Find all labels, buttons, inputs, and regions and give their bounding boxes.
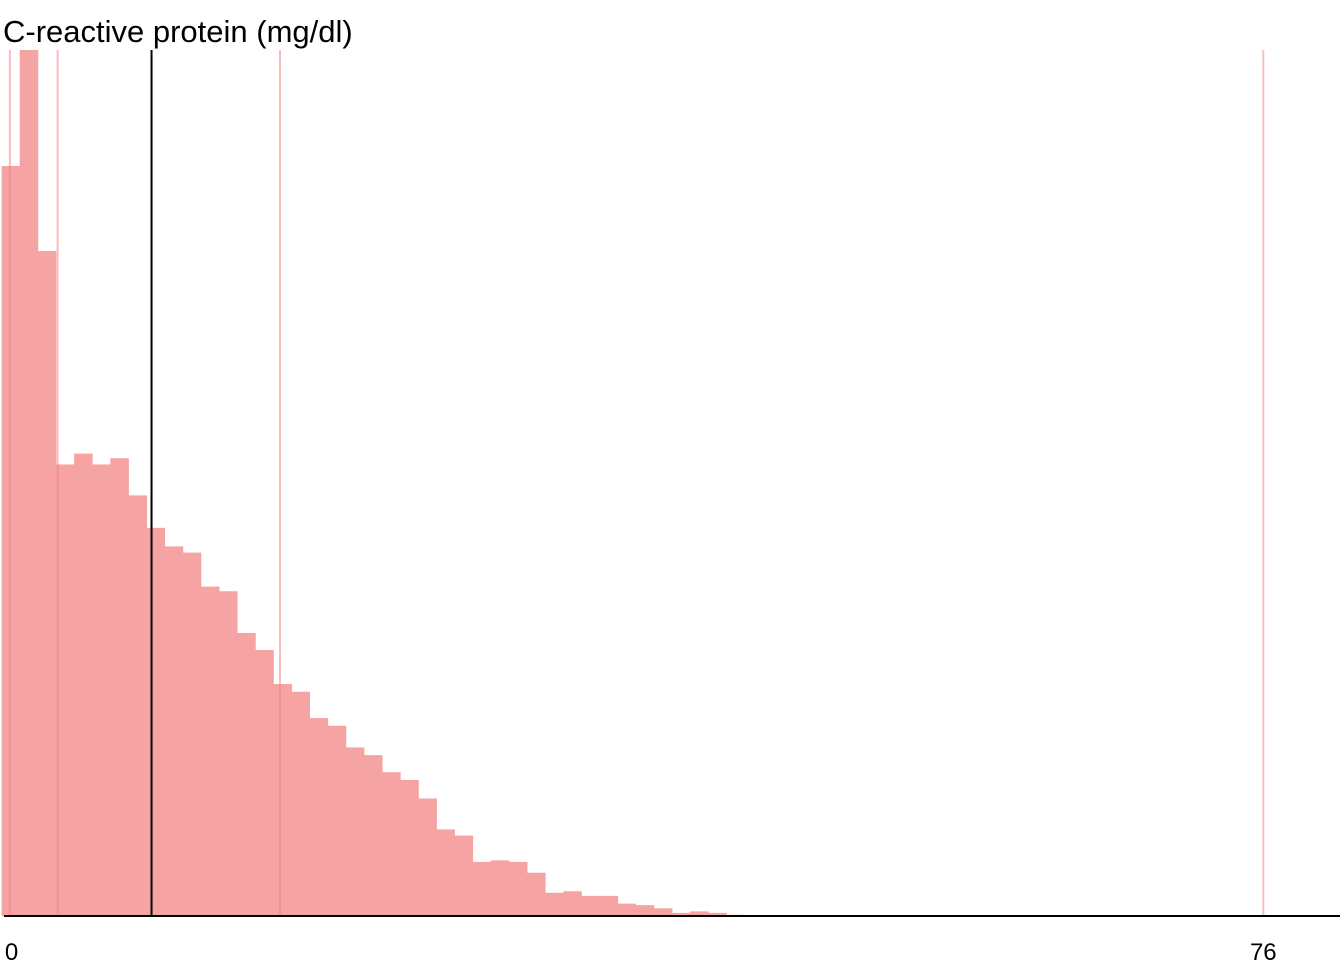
histogram-bar [56, 464, 75, 916]
histogram-bar [237, 633, 256, 916]
histogram-bar [110, 458, 129, 916]
histogram-bar [454, 835, 474, 916]
histogram-bar [708, 912, 727, 916]
histogram-bar [273, 684, 292, 916]
histogram-bar [309, 718, 329, 916]
histogram-bar [164, 546, 184, 916]
histogram-bar [219, 591, 238, 916]
histogram-bar [418, 798, 437, 916]
histogram-bar [436, 829, 455, 916]
histogram-bar [1, 165, 21, 917]
histogram-bar [382, 772, 401, 916]
histogram-bar [345, 747, 365, 916]
x-tick-label: 0 [5, 939, 18, 960]
x-tick-label: 76 [1250, 939, 1277, 960]
histogram-bar [472, 861, 492, 917]
histogram-bar [563, 891, 582, 916]
histogram-bar [545, 892, 564, 916]
histogram-bar [672, 912, 691, 916]
histogram-bar [490, 860, 510, 916]
histogram-bar [74, 453, 93, 916]
histogram-bar [690, 911, 709, 916]
histogram-bar [635, 905, 655, 916]
histogram-bar [182, 552, 202, 916]
histogram-bar [19, 50, 39, 916]
histogram-bar [508, 861, 528, 917]
histogram-bar [327, 725, 347, 916]
histogram-bar [128, 495, 147, 916]
chart-title: C-reactive protein (mg/dl) [3, 14, 353, 49]
histogram-bar [581, 895, 600, 916]
histogram-bar [37, 251, 57, 917]
histogram-bar [291, 691, 311, 916]
histogram-bar [364, 755, 383, 916]
histogram-bar [653, 908, 673, 916]
histogram-bar [92, 464, 111, 916]
histogram-bar [617, 903, 637, 916]
histogram-bar [599, 895, 619, 916]
histogram-bar [200, 586, 220, 916]
histogram-bar [255, 650, 274, 916]
histogram-bar [527, 872, 546, 916]
histogram-bar [400, 779, 419, 916]
histogram-bar [146, 527, 166, 916]
